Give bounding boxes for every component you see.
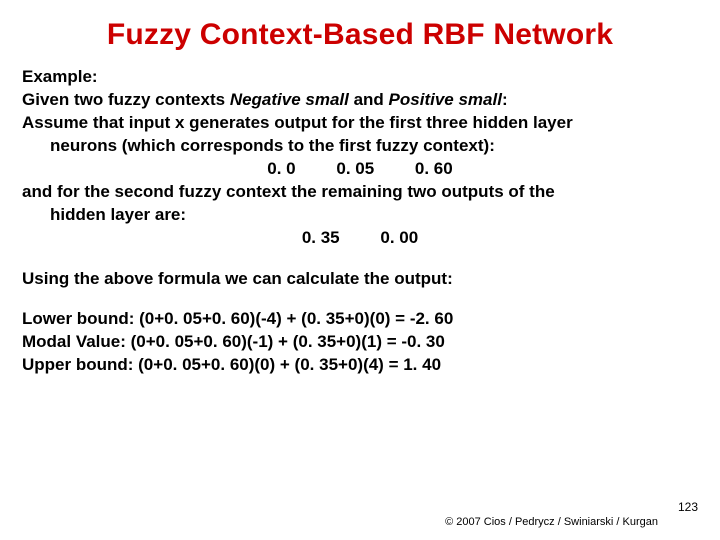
given-prefix: Given two fuzzy contexts	[22, 90, 230, 109]
slide-body: Example: Given two fuzzy contexts Negati…	[22, 66, 698, 377]
second-context-line-1: and for the second fuzzy context the rem…	[22, 181, 698, 204]
val-1a: 0. 0	[267, 159, 295, 178]
second-context-line-2: hidden layer are:	[22, 204, 698, 227]
copyright-text: © 2007 Cios / Pedrycz / Swiniarski / Kur…	[22, 516, 698, 528]
assume-line-2: neurons (which corresponds to the first …	[22, 135, 698, 158]
val-2a: 0. 35	[302, 228, 340, 247]
values-row-1: 0. 0 0. 05 0. 60	[22, 158, 698, 181]
context-positive-small: Positive small	[389, 90, 502, 109]
page-number: 123	[22, 500, 698, 514]
val-1b: 0. 05	[336, 159, 374, 178]
modal-value-line: Modal Value: (0+0. 05+0. 60)(-1) + (0. 3…	[22, 331, 698, 354]
upper-bound-line: Upper bound: (0+0. 05+0. 60)(0) + (0. 35…	[22, 354, 698, 377]
and-word: and	[349, 90, 389, 109]
colon: :	[502, 90, 508, 109]
assume-line-1: Assume that input x generates output for…	[22, 112, 698, 135]
example-label: Example:	[22, 66, 698, 89]
val-2b: 0. 00	[380, 228, 418, 247]
slide-title: Fuzzy Context-Based RBF Network	[22, 18, 698, 52]
lower-bound-line: Lower bound: (0+0. 05+0. 60)(-4) + (0. 3…	[22, 308, 698, 331]
slide-container: Fuzzy Context-Based RBF Network Example:…	[0, 0, 720, 540]
slide-footer: 123 © 2007 Cios / Pedrycz / Swiniarski /…	[22, 500, 698, 528]
values-row-2: 0. 35 0. 00	[22, 227, 698, 250]
val-1c: 0. 60	[415, 159, 453, 178]
given-line: Given two fuzzy contexts Negative small …	[22, 89, 698, 112]
using-formula-line: Using the above formula we can calculate…	[22, 268, 698, 291]
context-negative-small: Negative small	[230, 90, 349, 109]
